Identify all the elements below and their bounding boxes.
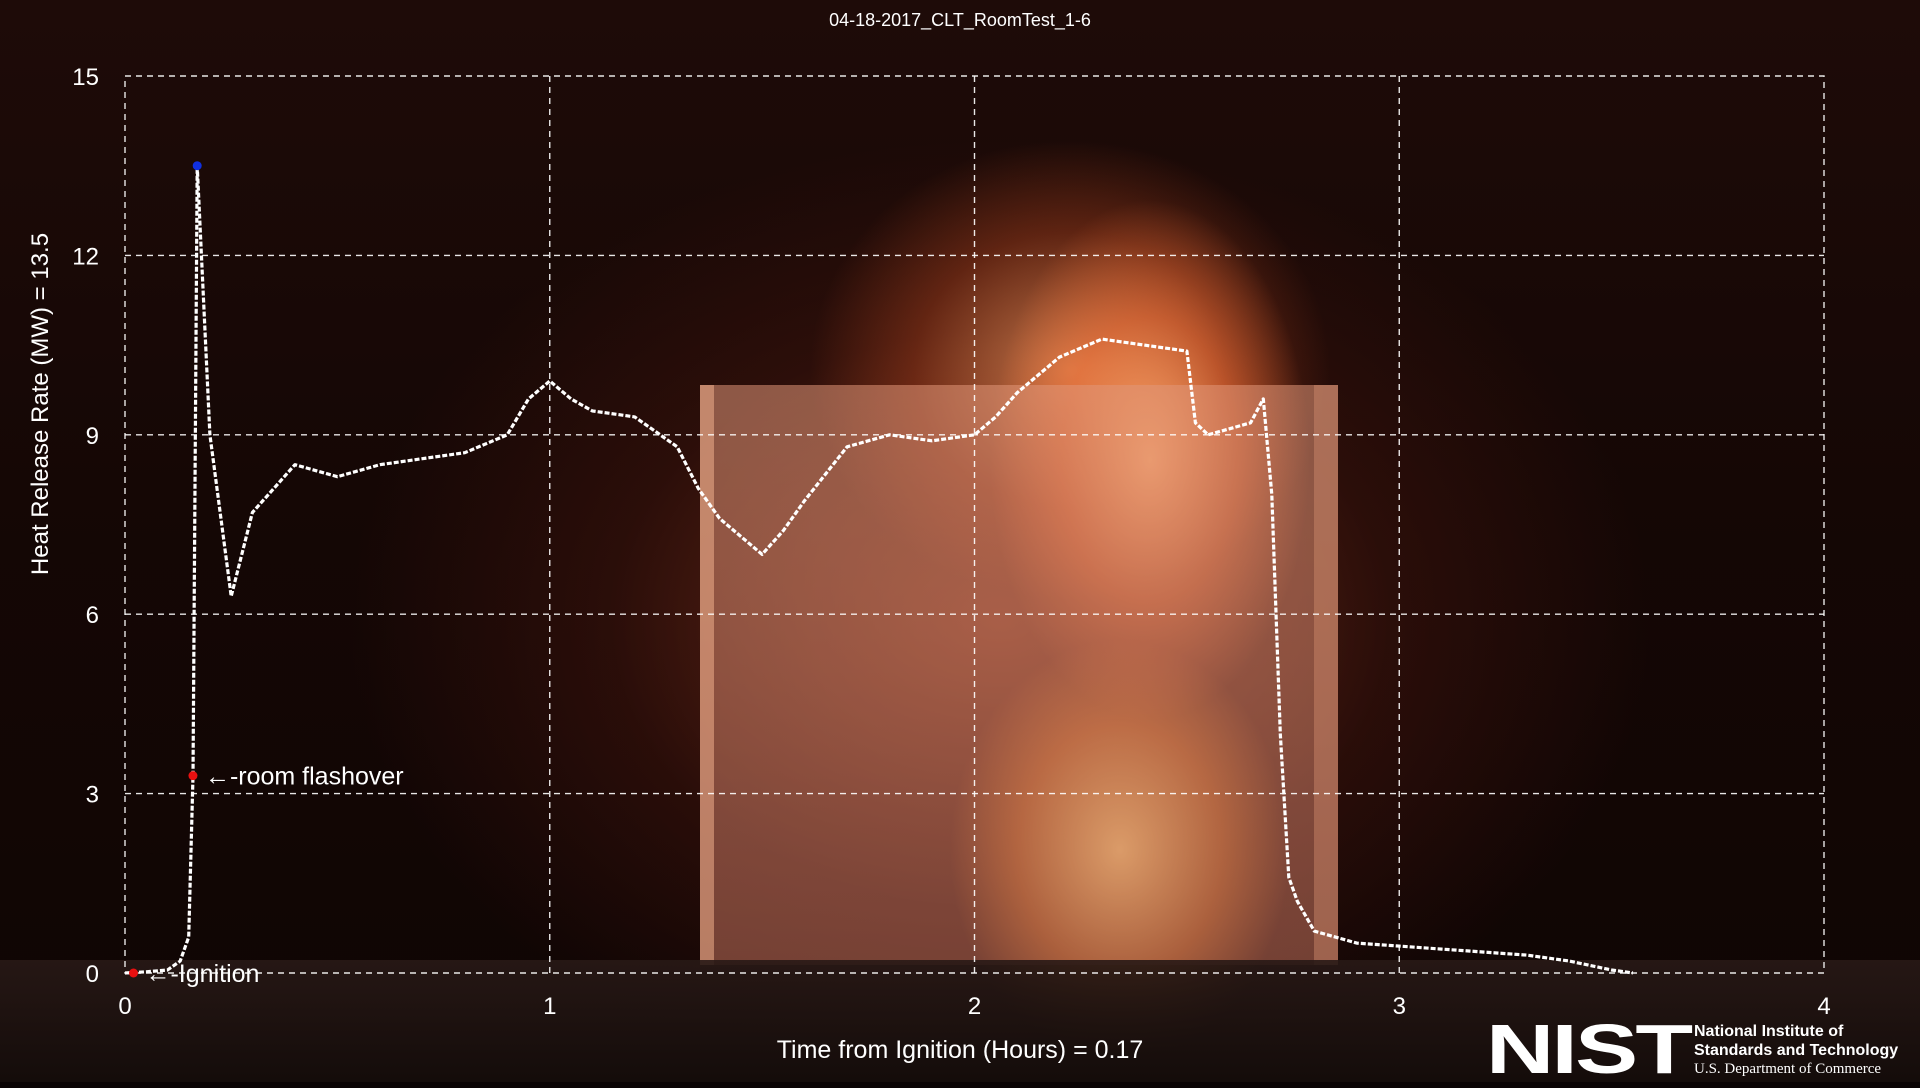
x-tick-label-2: 2 (968, 993, 981, 1020)
marker-point-1 (188, 771, 198, 781)
y-tick-label-5: 15 (72, 64, 99, 91)
chart-markers: ←-Ignition ←-room flashover (128, 161, 404, 988)
y-tick-label-1: 3 (86, 782, 99, 809)
y-axis-label: Heat Release Rate (MW) = 13.5 (27, 232, 54, 576)
nist-logo-line3: U.S. Department of Commerce (1694, 1061, 1882, 1077)
marker-point-2 (192, 161, 202, 171)
chart-grid (124, 75, 1825, 974)
x-tick-label-1: 1 (543, 993, 556, 1020)
marker-point-0 (128, 968, 138, 978)
nist-logo-line2: Standards and Technology (1694, 1042, 1899, 1059)
nist-logo-mark: NIST (1486, 1010, 1693, 1088)
y-tick-label-4: 12 (72, 243, 99, 270)
test-room-wall (700, 385, 1338, 965)
nist-logo-text: National Institute of Standards and Tech… (1694, 1022, 1898, 1079)
y-tick-label-0: 0 (86, 961, 99, 988)
marker-label-0: ←-Ignition (145, 960, 259, 988)
x-tick-label-4: 4 (1817, 993, 1830, 1020)
nist-logo-line1: National Institute of (1694, 1023, 1844, 1040)
chart-series (124, 164, 1634, 975)
marker-label-1: ←-room flashover (205, 763, 404, 791)
chart-title: 04-18-2017_CLT_RoomTest_1-6 (829, 10, 1091, 30)
series-line-0 (124, 164, 1634, 975)
x-tick-label-0: 0 (118, 993, 131, 1020)
y-tick-label-3: 9 (86, 423, 99, 450)
x-tick-label-3: 3 (1393, 993, 1406, 1020)
floor (0, 960, 1920, 1082)
x-axis-label: Time from Ignition (Hours) = 0.17 (776, 1036, 1144, 1064)
y-tick-label-2: 6 (86, 602, 99, 629)
